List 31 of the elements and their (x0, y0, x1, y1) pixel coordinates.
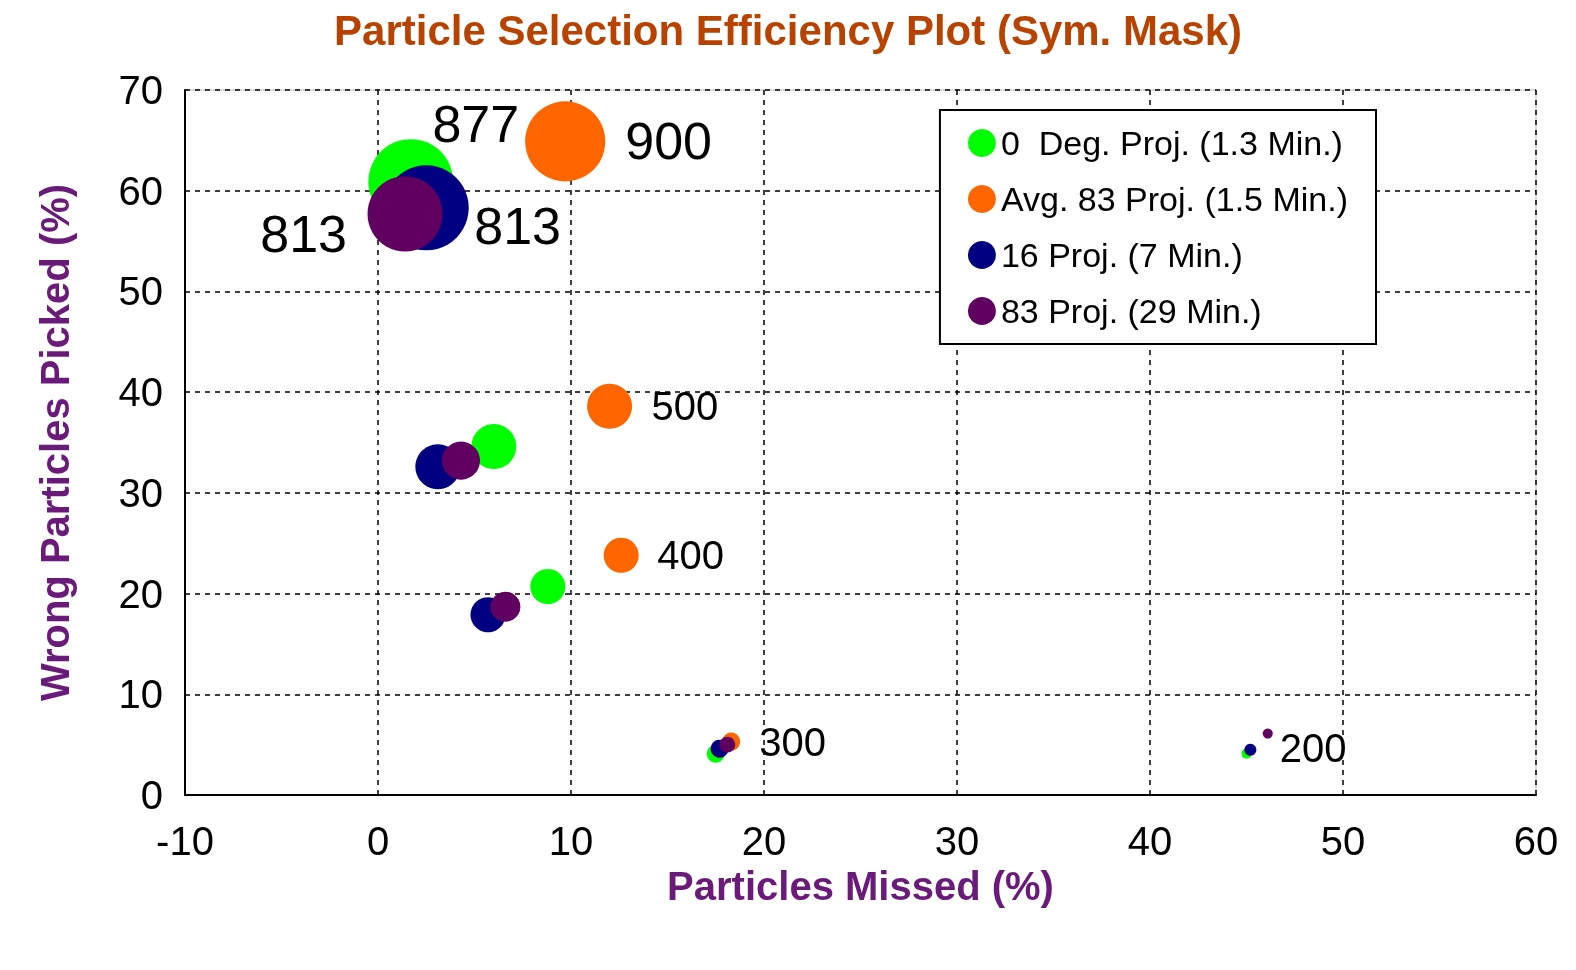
x-tick-label: 0 (366, 819, 390, 863)
x-tick-label: 60 (1513, 819, 1559, 863)
x-axis-title: Particles Missed (%) (667, 863, 1054, 908)
y-tick-label: 50 (118, 269, 163, 314)
x-tick-label: 30 (934, 819, 980, 863)
y-axis-title: Wrong Particles Picked (%) (33, 183, 77, 702)
x-tick-label: 50 (1320, 819, 1366, 863)
annotation: 300 (759, 719, 826, 764)
annotation: 813 (260, 204, 348, 263)
annotation: 400 (657, 533, 724, 578)
y-tick-label: 70 (118, 68, 163, 112)
annotation: 500 (651, 384, 719, 429)
annotation: 200 (1279, 725, 1347, 770)
y-tick-label: 0 (140, 773, 163, 817)
x-tick-label: 40 (1127, 819, 1173, 863)
annotation: 877 (432, 94, 520, 153)
y-tick-label: 20 (118, 571, 163, 616)
x-tick-label: -10 (156, 819, 214, 863)
chart-title: Particle Selection Efficiency Plot (Sym. Mask) (334, 6, 1242, 54)
y-tick-label: 60 (118, 168, 163, 213)
legend-label: Avg. 83 Proj. (1.5 Min.) (1000, 180, 1349, 218)
legend-label: 0 Deg. Proj. (1.3 Min.) (1000, 124, 1343, 162)
x-tick-label: 20 (741, 819, 787, 863)
y-tick-label: 40 (118, 370, 163, 415)
annotation: 813 (474, 196, 562, 255)
x-tick-label: 10 (548, 819, 594, 863)
legend-label: 83 Proj. (29 Min.) (1000, 292, 1262, 330)
annotation: 900 (625, 112, 712, 171)
y-tick-label: 30 (118, 470, 163, 515)
y-tick-label: 10 (118, 672, 163, 717)
legend-label: 16 Proj. (7 Min.) (1000, 236, 1243, 274)
